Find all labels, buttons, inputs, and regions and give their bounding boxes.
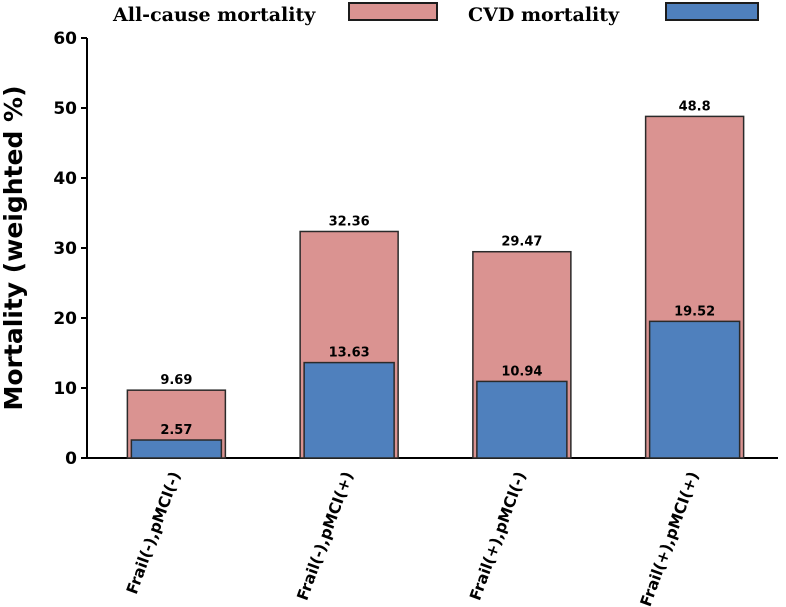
y-tick-label: 30 <box>53 239 77 259</box>
data-label-all-cause: 32.36 <box>329 214 370 229</box>
y-tick-label: 40 <box>53 169 77 189</box>
y-axis-label: Mortality (weighted %) <box>0 85 28 410</box>
legend-label-cvd: CVD mortality <box>468 4 620 26</box>
x-tick-label: Frail(+),pMCI(-) <box>466 469 529 603</box>
bar-cvd <box>648 320 741 459</box>
data-label-cvd: 13.63 <box>329 346 370 361</box>
y-tick-label: 10 <box>53 379 77 399</box>
bar-cvd <box>476 380 568 459</box>
data-labels: 9.69 2.57 32.36 13.63 29.47 10.94 48.8 19.52 <box>160 99 715 438</box>
x-tick-labels: Frail(-),pMCI(-) Frail(-),pMCI(+) Frail(+)… <box>123 469 702 607</box>
legend-label-all-cause: All-cause mortality <box>112 4 316 26</box>
x-tick-label: Frail(+),pMCI(+) <box>637 469 703 607</box>
bar-cvd <box>303 361 395 459</box>
x-tick-label: Frail(-),pMCI(+) <box>294 469 357 603</box>
y-tick-label: 50 <box>53 99 77 119</box>
bar-cvd <box>130 439 223 459</box>
y-tick-label: 0 <box>65 449 77 469</box>
legend-swatch-all-cause <box>348 2 438 21</box>
legend: All-cause mortality CVD mortality <box>112 2 759 26</box>
data-label-cvd: 2.57 <box>160 423 192 438</box>
data-label-cvd: 10.94 <box>501 364 542 379</box>
data-label-cvd: 19.52 <box>674 304 715 319</box>
data-label-all-cause: 9.69 <box>160 373 192 388</box>
data-label-all-cause: 29.47 <box>501 235 542 250</box>
y-tick-label: 20 <box>53 309 77 329</box>
bars <box>126 115 745 459</box>
legend-swatch-cvd <box>665 2 759 21</box>
x-tick-label: Frail(-),pMCI(-) <box>123 469 184 596</box>
y-tick-label: 60 <box>53 29 77 49</box>
data-label-all-cause: 48.8 <box>679 99 711 114</box>
